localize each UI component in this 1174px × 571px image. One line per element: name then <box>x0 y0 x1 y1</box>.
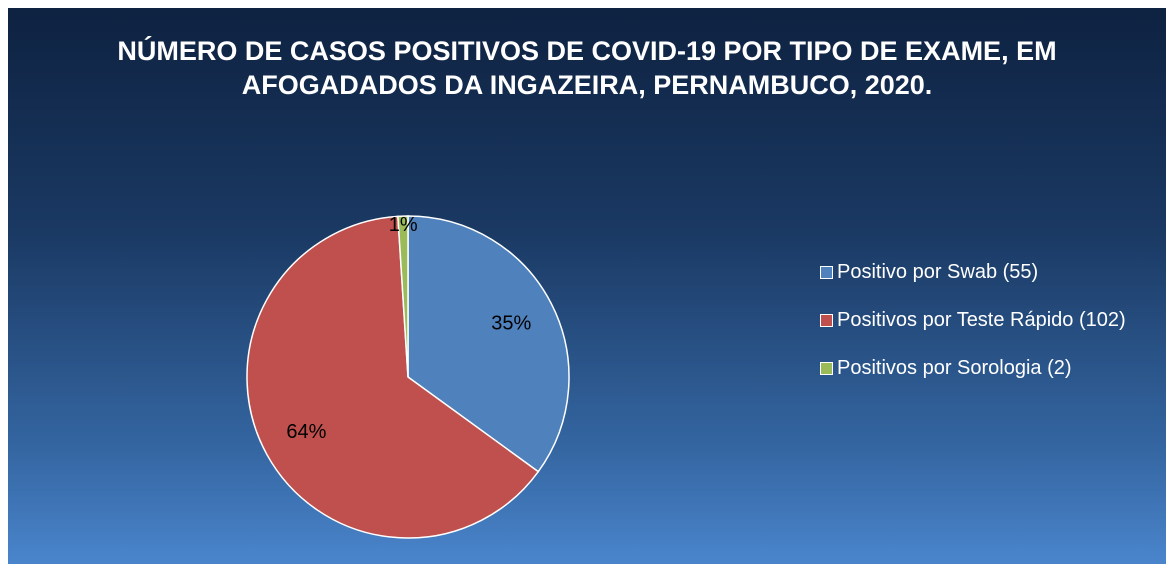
pie-chart: 35% 64% 1% <box>246 214 570 539</box>
legend-swatch <box>820 362 833 375</box>
legend-label: Positivos por Sorologia (2) <box>837 357 1072 379</box>
legend: Positivo por Swab (55) Positivos por Test… <box>820 260 1160 404</box>
data-label: 35% <box>491 313 531 335</box>
legend-label: Positivo por Swab (55) <box>837 261 1039 283</box>
pie-slice <box>246 215 540 539</box>
pie-slice <box>407 215 570 473</box>
legend-label: Positivos por Teste Rápido (102) <box>837 309 1126 331</box>
legend-item: Positivos por Teste Rápido (102) <box>820 308 1160 332</box>
data-label: 1% <box>389 214 418 236</box>
legend-swatch <box>820 266 833 279</box>
legend-swatch <box>820 314 833 327</box>
legend-item: Positivos por Sorologia (2) <box>820 356 1160 380</box>
chart-title: NÚMERO DE CASOS POSITIVOS DE COVID-19 PO… <box>117 36 1057 100</box>
chart-area: NÚMERO DE CASOS POSITIVOS DE COVID-19 PO… <box>8 8 1166 564</box>
data-label: 64% <box>286 421 326 443</box>
pie-slice <box>397 215 409 378</box>
legend-item: Positivo por Swab (55) <box>820 260 1160 284</box>
